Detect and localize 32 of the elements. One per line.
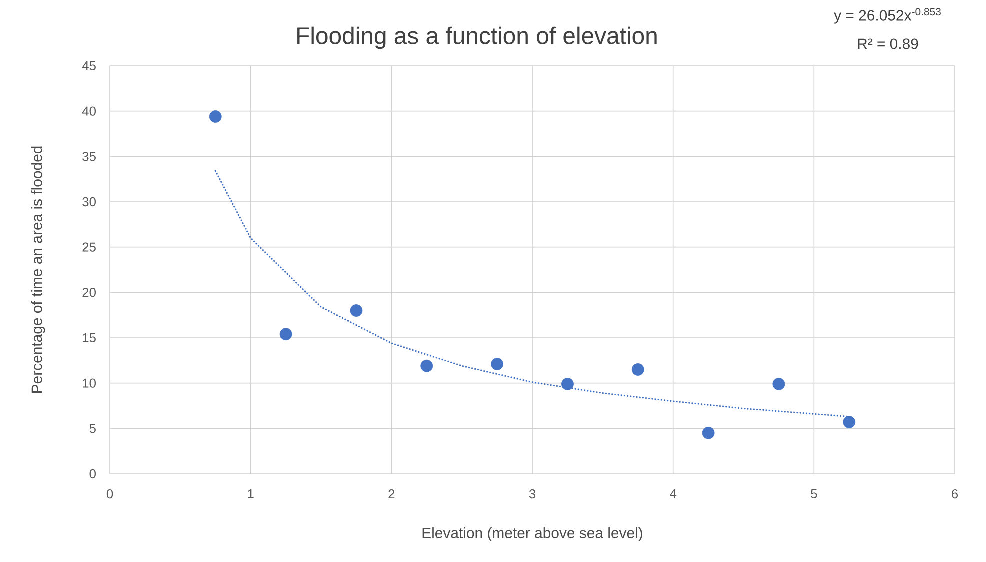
chart-title: Flooding as a function of elevation: [298, 26, 657, 50]
x-tick-label: 1: [248, 490, 254, 498]
y-tick-label: 10: [83, 378, 96, 388]
y-tick-label: 35: [82, 152, 96, 162]
x-tick-label: 6: [952, 490, 958, 499]
text: y = 26.052x$^{-0.853}$: [834, 8, 941, 24]
y-tick-label: 5: [90, 424, 96, 434]
x-tick-label: 5: [811, 490, 818, 499]
point: [702, 426, 715, 440]
x-tick-label: 0: [106, 490, 114, 499]
point: [562, 378, 574, 390]
point: [632, 364, 644, 376]
point: [350, 304, 363, 317]
y-tick-label: 45: [82, 61, 96, 70]
y-tick-label: 20: [82, 288, 96, 298]
x-tick-label: 3: [529, 490, 536, 499]
point: [843, 416, 856, 429]
point: [772, 378, 786, 390]
y-tick-label: 0: [90, 469, 96, 479]
point: [491, 358, 504, 370]
point: [209, 110, 222, 123]
x-tick-label: 2: [388, 490, 395, 499]
x-tick-label: 4: [670, 490, 677, 498]
y-axis-title: Percentage of time an area is flooded: [31, 146, 46, 393]
point: [280, 328, 292, 341]
y-tick-label: 25: [82, 242, 96, 252]
point: [420, 360, 434, 372]
y-tick-label: 40: [82, 106, 96, 116]
y-tick-label: 15: [83, 333, 96, 342]
x-axis-title: Elevation (meter above sea level): [422, 528, 642, 542]
y-tick-label: 30: [82, 197, 96, 207]
text: R² = 0.89: [858, 38, 918, 50]
